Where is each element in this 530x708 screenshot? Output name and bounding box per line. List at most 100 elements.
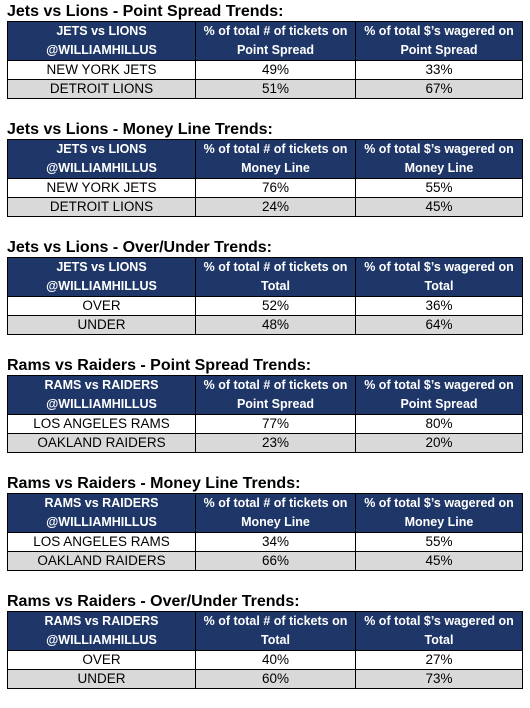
trend-table: JETS vs LIONS @WILLIAMHILLUS % of total # … bbox=[7, 257, 523, 335]
table-row: OVER 52% 36% bbox=[7, 296, 523, 316]
header-row: JETS vs LIONS @WILLIAMHILLUS % of total # … bbox=[7, 257, 523, 297]
header-line: Point Spread bbox=[400, 397, 478, 411]
trend-table: RAMS vs RAIDERS @WILLIAMHILLUS % of total … bbox=[7, 375, 523, 453]
team-cell: OAKLAND RAIDERS bbox=[7, 433, 196, 453]
header-cell: JETS vs LIONS @WILLIAMHILLUS bbox=[7, 21, 196, 61]
header-line: Total bbox=[424, 279, 454, 293]
section: Rams vs Raiders - Point Spread Trends: RA… bbox=[0, 354, 530, 472]
team-cell: LOS ANGELES RAMS bbox=[7, 532, 196, 552]
header-line: @WILLIAMHILLUS bbox=[46, 515, 157, 529]
percent-cell: 48% bbox=[195, 315, 356, 335]
header-cell: % of total $’s wagered on Point Spread bbox=[355, 375, 523, 415]
team-cell: OVER bbox=[7, 296, 196, 316]
percent-cell: 33% bbox=[355, 60, 523, 80]
section: Rams vs Raiders - Money Line Trends: RAMS… bbox=[0, 472, 530, 590]
team-cell: OAKLAND RAIDERS bbox=[7, 551, 196, 571]
header-cell: JETS vs LIONS @WILLIAMHILLUS bbox=[7, 139, 196, 179]
percent-cell: 77% bbox=[195, 414, 356, 434]
trend-table: RAMS vs RAIDERS @WILLIAMHILLUS % of total … bbox=[7, 493, 523, 571]
header-cell: % of total # of tickets on Point Spread bbox=[195, 21, 356, 61]
percent-cell: 55% bbox=[355, 178, 523, 198]
header-line: @WILLIAMHILLUS bbox=[46, 43, 157, 57]
percent-cell: 20% bbox=[355, 433, 523, 453]
header-line: @WILLIAMHILLUS bbox=[46, 161, 157, 175]
table-row: NEW YORK JETS 76% 55% bbox=[7, 178, 523, 198]
team-cell: UNDER bbox=[7, 315, 196, 335]
header-cell: % of total # of tickets on Total bbox=[195, 611, 356, 651]
header-row: JETS vs LIONS @WILLIAMHILLUS % of total # … bbox=[7, 139, 523, 179]
team-cell: DETROIT LIONS bbox=[7, 79, 196, 99]
percent-cell: 80% bbox=[355, 414, 523, 434]
percent-cell: 36% bbox=[355, 296, 523, 316]
trend-table: JETS vs LIONS @WILLIAMHILLUS % of total # … bbox=[7, 21, 523, 99]
section: Jets vs Lions - Money Line Trends: JETS v… bbox=[0, 118, 530, 236]
header-line: % of total # of tickets on bbox=[203, 378, 348, 392]
header-row: RAMS vs RAIDERS @WILLIAMHILLUS % of total … bbox=[7, 493, 523, 533]
team-cell: NEW YORK JETS bbox=[7, 60, 196, 80]
table-row: LOS ANGELES RAMS 77% 80% bbox=[7, 414, 523, 434]
header-line: RAMS vs RAIDERS bbox=[44, 496, 159, 510]
section-title: Jets vs Lions - Point Spread Trends: bbox=[7, 3, 284, 20]
percent-cell: 76% bbox=[195, 178, 356, 198]
header-cell: % of total # of tickets on Money Line bbox=[195, 139, 356, 179]
header-line: Money Line bbox=[404, 515, 474, 529]
section: Rams vs Raiders - Over/Under Trends: RAMS… bbox=[0, 590, 530, 708]
header-line: % of total $’s wagered on bbox=[364, 378, 514, 392]
percent-cell: 23% bbox=[195, 433, 356, 453]
percent-cell: 64% bbox=[355, 315, 523, 335]
header-line: JETS vs LIONS bbox=[56, 24, 147, 38]
percent-cell: 60% bbox=[195, 669, 356, 689]
header-line: % of total $’s wagered on bbox=[364, 24, 514, 38]
header-cell: % of total $’s wagered on Point Spread bbox=[355, 21, 523, 61]
header-line: % of total $’s wagered on bbox=[364, 260, 514, 274]
header-line: @WILLIAMHILLUS bbox=[46, 397, 157, 411]
percent-cell: 66% bbox=[195, 551, 356, 571]
header-line: % of total # of tickets on bbox=[203, 496, 348, 510]
section-title: Rams vs Raiders - Money Line Trends: bbox=[7, 475, 301, 492]
percent-cell: 51% bbox=[195, 79, 356, 99]
header-line: Point Spread bbox=[400, 43, 478, 57]
team-cell: DETROIT LIONS bbox=[7, 197, 196, 217]
table-row: UNDER 60% 73% bbox=[7, 669, 523, 689]
header-cell: % of total # of tickets on Money Line bbox=[195, 493, 356, 533]
percent-cell: 67% bbox=[355, 79, 523, 99]
header-line: Total bbox=[261, 633, 290, 647]
header-line: % of total # of tickets on bbox=[203, 24, 348, 38]
header-cell: % of total # of tickets on Total bbox=[195, 257, 356, 297]
header-cell: % of total $’s wagered on Total bbox=[355, 611, 523, 651]
percent-cell: 73% bbox=[355, 669, 523, 689]
section-title: Jets vs Lions - Over/Under Trends: bbox=[7, 239, 272, 256]
team-cell: OVER bbox=[7, 650, 196, 670]
team-cell: LOS ANGELES RAMS bbox=[7, 414, 196, 434]
table-row: OVER 40% 27% bbox=[7, 650, 523, 670]
percent-cell: 40% bbox=[195, 650, 356, 670]
header-line: % of total $’s wagered on bbox=[364, 614, 514, 628]
header-line: @WILLIAMHILLUS bbox=[46, 633, 157, 647]
table-row: NEW YORK JETS 49% 33% bbox=[7, 60, 523, 80]
percent-cell: 34% bbox=[195, 532, 356, 552]
table-row: UNDER 48% 64% bbox=[7, 315, 523, 335]
trend-table: RAMS vs RAIDERS @WILLIAMHILLUS % of total … bbox=[7, 611, 523, 689]
header-line: Total bbox=[261, 279, 290, 293]
header-row: RAMS vs RAIDERS @WILLIAMHILLUS % of total … bbox=[7, 611, 523, 651]
header-cell: % of total $’s wagered on Money Line bbox=[355, 139, 523, 179]
header-line: % of total # of tickets on bbox=[203, 614, 348, 628]
header-cell: % of total # of tickets on Point Spread bbox=[195, 375, 356, 415]
percent-cell: 24% bbox=[195, 197, 356, 217]
header-line: Point Spread bbox=[236, 43, 315, 57]
header-line: Money Line bbox=[241, 161, 310, 175]
header-line: RAMS vs RAIDERS bbox=[44, 614, 159, 628]
header-cell: % of total $’s wagered on Money Line bbox=[355, 493, 523, 533]
trend-table: JETS vs LIONS @WILLIAMHILLUS % of total # … bbox=[7, 139, 523, 217]
percent-cell: 55% bbox=[355, 532, 523, 552]
header-line: % of total $’s wagered on bbox=[364, 496, 514, 510]
header-cell: % of total $’s wagered on Total bbox=[355, 257, 523, 297]
header-cell: RAMS vs RAIDERS @WILLIAMHILLUS bbox=[7, 611, 196, 651]
section-title: Jets vs Lions - Money Line Trends: bbox=[7, 121, 273, 138]
section: Jets vs Lions - Point Spread Trends: JETS… bbox=[0, 0, 530, 118]
header-row: JETS vs LIONS @WILLIAMHILLUS % of total # … bbox=[7, 21, 523, 61]
table-row: OAKLAND RAIDERS 66% 45% bbox=[7, 551, 523, 571]
percent-cell: 27% bbox=[355, 650, 523, 670]
header-row: RAMS vs RAIDERS @WILLIAMHILLUS % of total … bbox=[7, 375, 523, 415]
header-line: JETS vs LIONS bbox=[56, 260, 147, 274]
